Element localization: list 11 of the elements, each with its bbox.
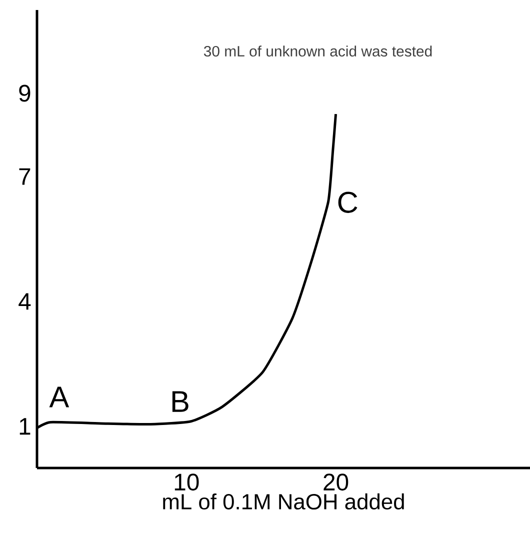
- annotation: A: [49, 386, 70, 408]
- x-tick-label: 20: [324, 474, 348, 491]
- x-tick-label: 10: [174, 474, 199, 491]
- text: 30 mL of unknown acid was tested: [204, 46, 432, 57]
- x-axis-title: mL of 0.1M NaOH added: [163, 493, 404, 510]
- annotation: C: [338, 192, 358, 213]
- y-tick-label: 1: [20, 418, 30, 435]
- y-tick-label: 7: [19, 168, 30, 185]
- annotation: B: [172, 391, 188, 412]
- y-tick-label: 9: [19, 84, 30, 102]
- y-tick-label: 4: [18, 293, 31, 310]
